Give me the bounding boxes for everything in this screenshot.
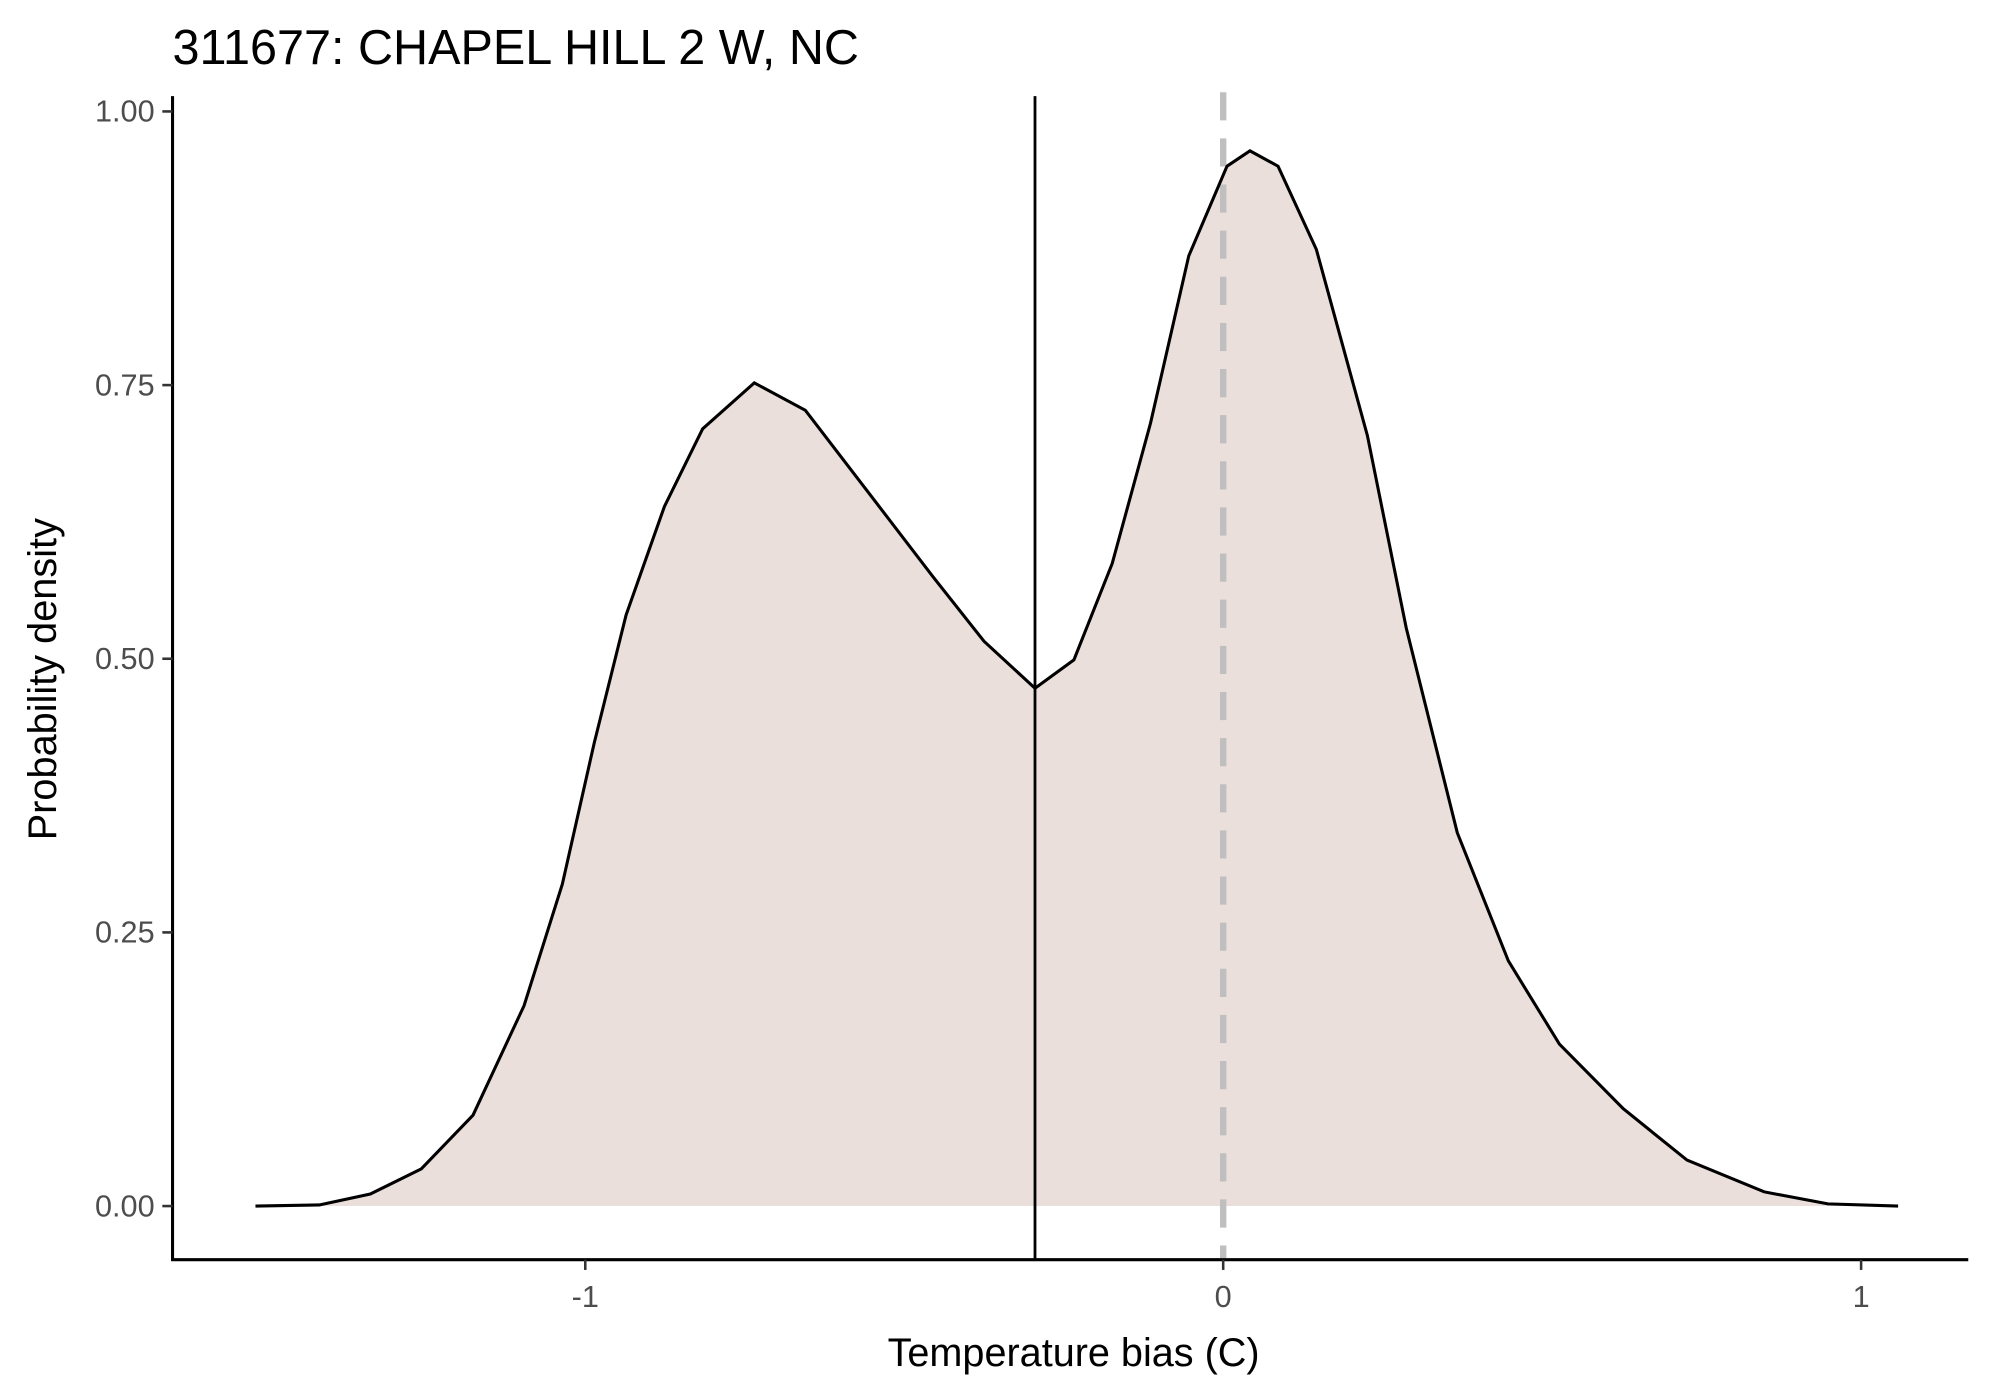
x-axis-title: Temperature bias (C): [888, 1331, 1260, 1375]
density-area: [255, 150, 1899, 1207]
y-tick-label: 0.25: [95, 915, 155, 950]
x-tick-label: 1: [1853, 1279, 1870, 1314]
y-tick-label: 1.00: [95, 94, 155, 129]
density-line: [255, 149, 1899, 1208]
y-tick-label: 0.50: [95, 641, 155, 676]
x-tick-label: -1: [572, 1279, 599, 1314]
x-tick-label: 0: [1215, 1279, 1232, 1314]
y-tick-label: 0.00: [95, 1188, 155, 1223]
y-axis-title: Probability density: [21, 518, 65, 840]
y-tick-label: 0.75: [95, 367, 155, 402]
chart-title: 311677: CHAPEL HILL 2 W, NC: [173, 21, 859, 75]
